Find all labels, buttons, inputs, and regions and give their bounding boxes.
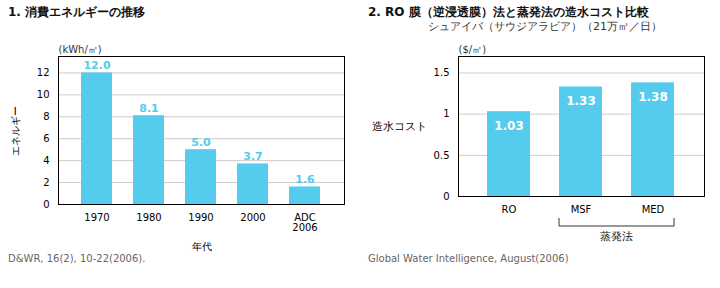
svg-text:1.33: 1.33 xyxy=(566,94,596,108)
html-text:シュアイバ（サウジアラビア）（21万㎥／日）: シュアイバ（サウジアラビア）（21万㎥／日） xyxy=(428,20,662,33)
svg-text:5.0: 5.0 xyxy=(191,136,211,149)
svg-text:年代: 年代 xyxy=(192,241,212,252)
svg-text:RO: RO xyxy=(502,204,517,215)
svg-text:3.7: 3.7 xyxy=(243,150,263,163)
svg-text:12: 12 xyxy=(37,67,50,78)
svg-text:MSF: MSF xyxy=(571,204,592,215)
svg-text:1980: 1980 xyxy=(136,212,161,223)
svg-text:1970: 1970 xyxy=(84,212,109,223)
html-text:Global Water Intelligence, Aug: Global Water Intelligence, August(2006) xyxy=(368,253,569,264)
svg-text:8: 8 xyxy=(43,111,49,122)
html-text:D&WR, 16(2), 10-22(2006).: D&WR, 16(2), 10-22(2006). xyxy=(8,253,146,264)
svg-text:1.5: 1.5 xyxy=(434,67,450,78)
svg-text:($/㎥): ($/㎥) xyxy=(459,44,487,55)
html-text:2. RO 膜（逆浸透膜）法と蒸発法の造水コスト比較: 2. RO 膜（逆浸透膜）法と蒸発法の造水コスト比較 xyxy=(368,5,649,19)
svg-text:2000: 2000 xyxy=(240,212,265,223)
svg-text:8.1: 8.1 xyxy=(139,102,159,115)
svg-text:1: 1 xyxy=(443,108,449,119)
svg-text:1.03: 1.03 xyxy=(494,119,524,133)
svg-text:エネルギー: エネルギー xyxy=(10,106,21,156)
svg-text:1990: 1990 xyxy=(188,212,213,223)
svg-text:MED: MED xyxy=(642,204,665,215)
svg-text:0: 0 xyxy=(443,191,449,202)
svg-text:造水コスト: 造水コスト xyxy=(372,120,427,133)
svg-text:6: 6 xyxy=(43,133,49,144)
svg-text:蒸発法: 蒸発法 xyxy=(600,230,633,243)
svg-text:(kWh/㎥): (kWh/㎥) xyxy=(59,44,102,55)
svg-text:12.0: 12.0 xyxy=(83,59,110,72)
svg-text:1.6: 1.6 xyxy=(295,173,315,186)
svg-text:0.5: 0.5 xyxy=(434,150,450,161)
svg-text:10: 10 xyxy=(37,89,50,100)
svg-text:0: 0 xyxy=(43,199,49,210)
svg-text:ADC2006: ADC2006 xyxy=(292,212,317,233)
html-text:1. 消費エネルギーの推移: 1. 消費エネルギーの推移 xyxy=(8,5,146,19)
svg-text:4: 4 xyxy=(43,155,49,166)
svg-text:1.38: 1.38 xyxy=(638,90,668,104)
svg-text:2: 2 xyxy=(43,177,49,188)
